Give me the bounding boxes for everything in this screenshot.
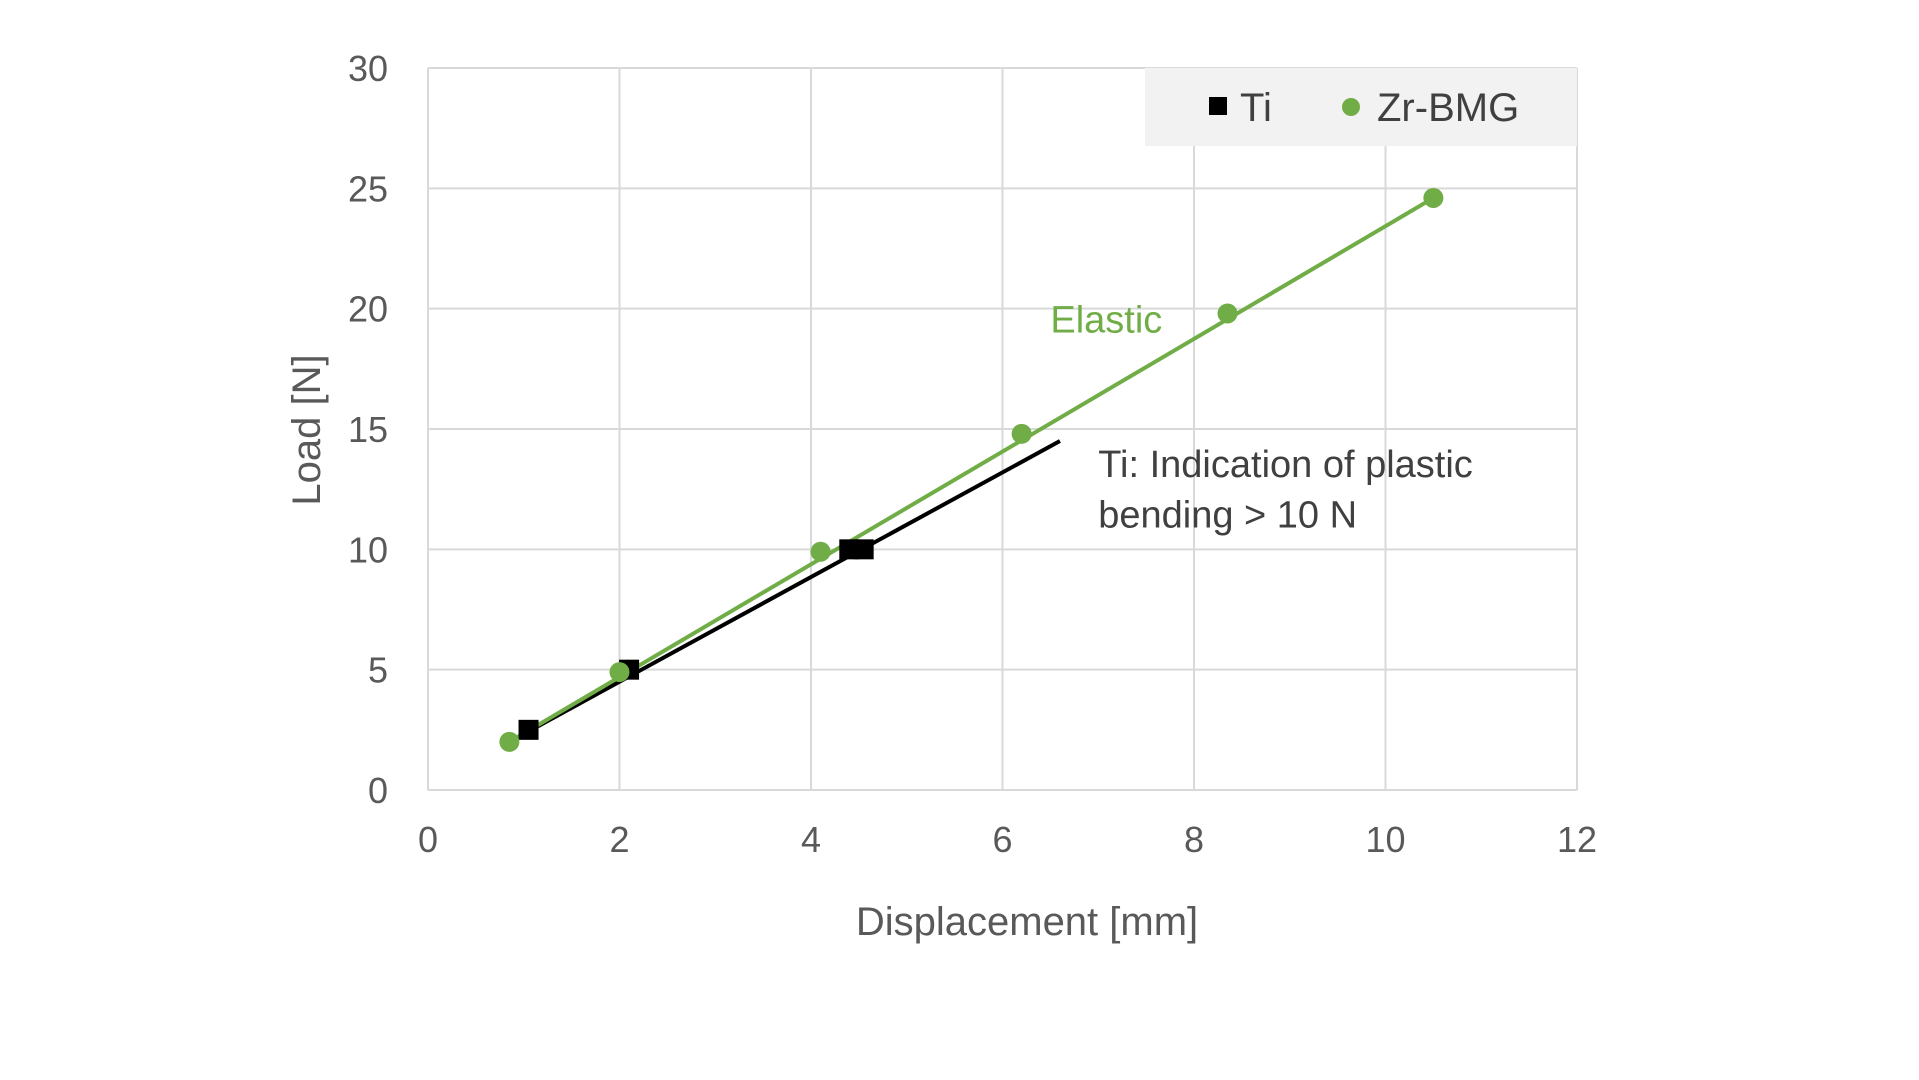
x-tick-label: 8 xyxy=(1184,819,1204,860)
y-tick-label: 25 xyxy=(348,168,388,209)
point-zr-bmg xyxy=(1011,423,1032,444)
legend-marker-zr-bmg xyxy=(1342,98,1360,116)
x-tick-label: 0 xyxy=(418,819,438,860)
x-tick-label: 4 xyxy=(801,819,821,860)
legend: Ti Zr-BMG xyxy=(1145,68,1577,146)
legend-label-ti: Ti xyxy=(1240,86,1272,130)
x-axis-title: Displacement [mm] xyxy=(856,900,1198,944)
x-tick-label: 10 xyxy=(1365,819,1405,860)
x-tick-label: 2 xyxy=(609,819,629,860)
legend-label-zr-bmg: Zr-BMG xyxy=(1377,86,1519,130)
tick-labels: 0 5 10 15 20 25 30 0 2 4 6 8 10 12 xyxy=(348,48,1597,860)
point-ti xyxy=(853,539,874,560)
annotation-0: Elastic xyxy=(1050,300,1162,342)
point-ti xyxy=(518,719,539,740)
point-zr-bmg xyxy=(810,541,831,562)
y-tick-label: 15 xyxy=(348,409,388,450)
point-zr-bmg xyxy=(1423,187,1444,208)
y-axis-title: Load [N] xyxy=(285,354,329,505)
y-tick-label: 20 xyxy=(348,289,388,330)
x-tick-label: 12 xyxy=(1557,819,1597,860)
annotation-2: bending > 10 N xyxy=(1098,495,1357,537)
trendline-ti xyxy=(508,439,1061,744)
annotations: Elastic Ti: Indication of plastic bending … xyxy=(1050,300,1472,537)
y-tick-label: 10 xyxy=(348,529,388,570)
legend-marker-ti xyxy=(1209,97,1227,115)
y-tick-label: 30 xyxy=(348,48,388,89)
grid-layer xyxy=(427,67,1578,791)
trendline-zr-bmg xyxy=(508,196,1435,744)
data-markers xyxy=(499,187,1444,752)
point-zr-bmg xyxy=(609,662,630,683)
point-zr-bmg xyxy=(499,731,520,752)
y-tick-label: 5 xyxy=(368,650,388,691)
point-zr-bmg xyxy=(1217,303,1238,324)
x-tick-label: 6 xyxy=(992,819,1012,860)
annotation-1: Ti: Indication of plastic xyxy=(1098,444,1473,486)
trendlines xyxy=(508,196,1435,744)
y-tick-label: 0 xyxy=(368,770,388,811)
